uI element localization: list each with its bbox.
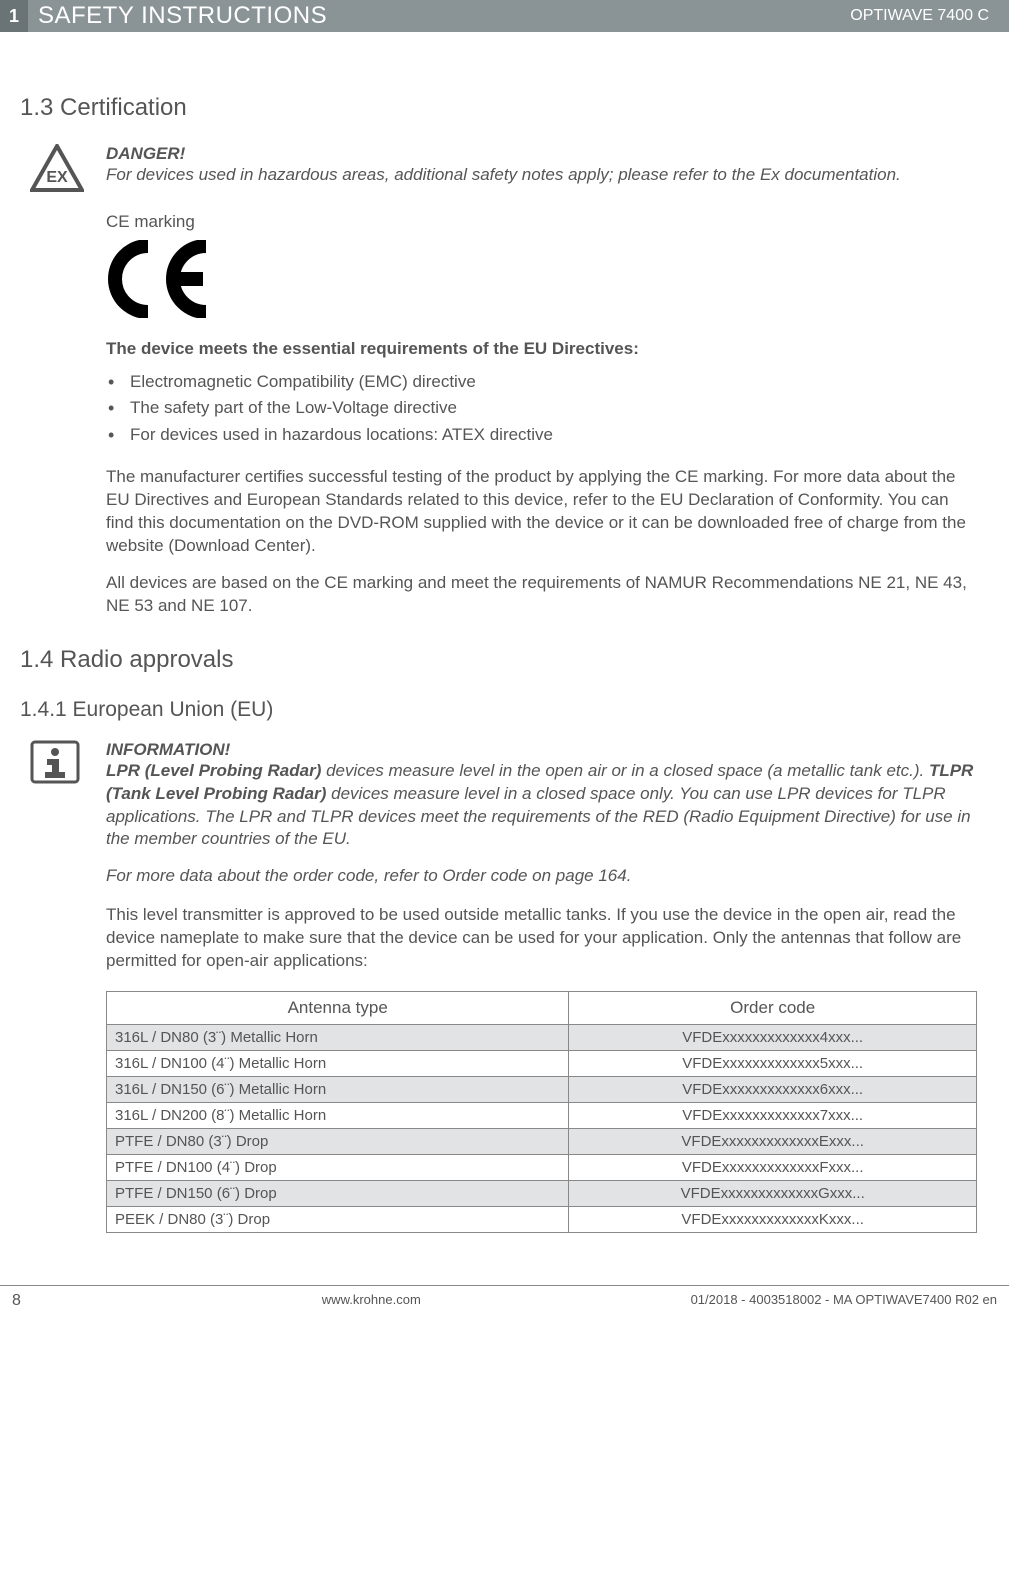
table-row: PTFE / DN80 (3¨) DropVFDExxxxxxxxxxxxxEx…: [107, 1129, 977, 1155]
svg-text:EX: EX: [46, 169, 68, 186]
table-header-code: Order code: [569, 992, 977, 1025]
list-item: The safety part of the Low-Voltage direc…: [106, 395, 977, 421]
table-row: 316L / DN100 (4¨) Metallic HornVFDExxxxx…: [107, 1051, 977, 1077]
ce-paragraph-1: The manufacturer certifies successful te…: [106, 466, 977, 558]
table-row: PTFE / DN150 (6¨) DropVFDExxxxxxxxxxxxxG…: [107, 1181, 977, 1207]
table-header-antenna: Antenna type: [107, 992, 569, 1025]
ex-warning-icon: EX: [30, 144, 90, 192]
info-icon: [30, 740, 90, 889]
table-row: PEEK / DN80 (3¨) DropVFDExxxxxxxxxxxxxKx…: [107, 1207, 977, 1233]
antenna-table: Antenna type Order code 316L / DN80 (3¨)…: [106, 991, 977, 1233]
table-row: 316L / DN150 (6¨) Metallic HornVFDExxxxx…: [107, 1077, 977, 1103]
chapter-title: SAFETY INSTRUCTIONS: [28, 0, 850, 32]
section-1-4-heading: 1.4 Radio approvals: [20, 646, 979, 674]
chapter-number: 1: [0, 0, 28, 32]
danger-callout: EX DANGER! For devices used in hazardous…: [20, 144, 979, 192]
information-callout: INFORMATION! LPR (Level Probing Radar) d…: [20, 740, 979, 889]
danger-text: For devices used in hazardous areas, add…: [106, 164, 977, 187]
info-text: LPR (Level Probing Radar) devices measur…: [106, 760, 977, 852]
product-model: OPTIWAVE 7400 C: [850, 0, 1009, 32]
list-item: For devices used in hazardous locations:…: [106, 422, 977, 448]
lpr-term: LPR (Level Probing Radar): [106, 761, 321, 780]
footer-docref: 01/2018 - 4003518002 - MA OPTIWAVE7400 R…: [691, 1292, 997, 1310]
ce-marking-heading: CE marking: [106, 212, 977, 232]
table-row: PTFE / DN100 (4¨) DropVFDExxxxxxxxxxxxxF…: [107, 1155, 977, 1181]
chapter-header: 1 SAFETY INSTRUCTIONS OPTIWAVE 7400 C: [0, 0, 1009, 32]
list-item: Electromagnetic Compatibility (EMC) dire…: [106, 369, 977, 395]
info-reference: For more data about the order code, refe…: [106, 865, 977, 888]
eu-directives-heading: The device meets the essential requireme…: [106, 339, 977, 359]
table-row: 316L / DN200 (8¨) Metallic HornVFDExxxxx…: [107, 1103, 977, 1129]
ce-mark-logo: [106, 240, 977, 323]
radio-paragraph: This level transmitter is approved to be…: [106, 904, 977, 973]
danger-title: DANGER!: [106, 144, 977, 164]
footer-website: www.krohne.com: [52, 1292, 691, 1310]
section-1-3-heading: 1.3 Certification: [20, 94, 979, 122]
directive-list: Electromagnetic Compatibility (EMC) dire…: [106, 369, 977, 448]
table-row: 316L / DN80 (3¨) Metallic HornVFDExxxxxx…: [107, 1025, 977, 1051]
section-1-4-1-heading: 1.4.1 European Union (EU): [20, 698, 979, 722]
info-title: INFORMATION!: [106, 740, 977, 760]
ce-paragraph-2: All devices are based on the CE marking …: [106, 572, 977, 618]
page-number: 8: [12, 1292, 52, 1310]
page-footer: 8 www.krohne.com 01/2018 - 4003518002 - …: [0, 1285, 1009, 1320]
